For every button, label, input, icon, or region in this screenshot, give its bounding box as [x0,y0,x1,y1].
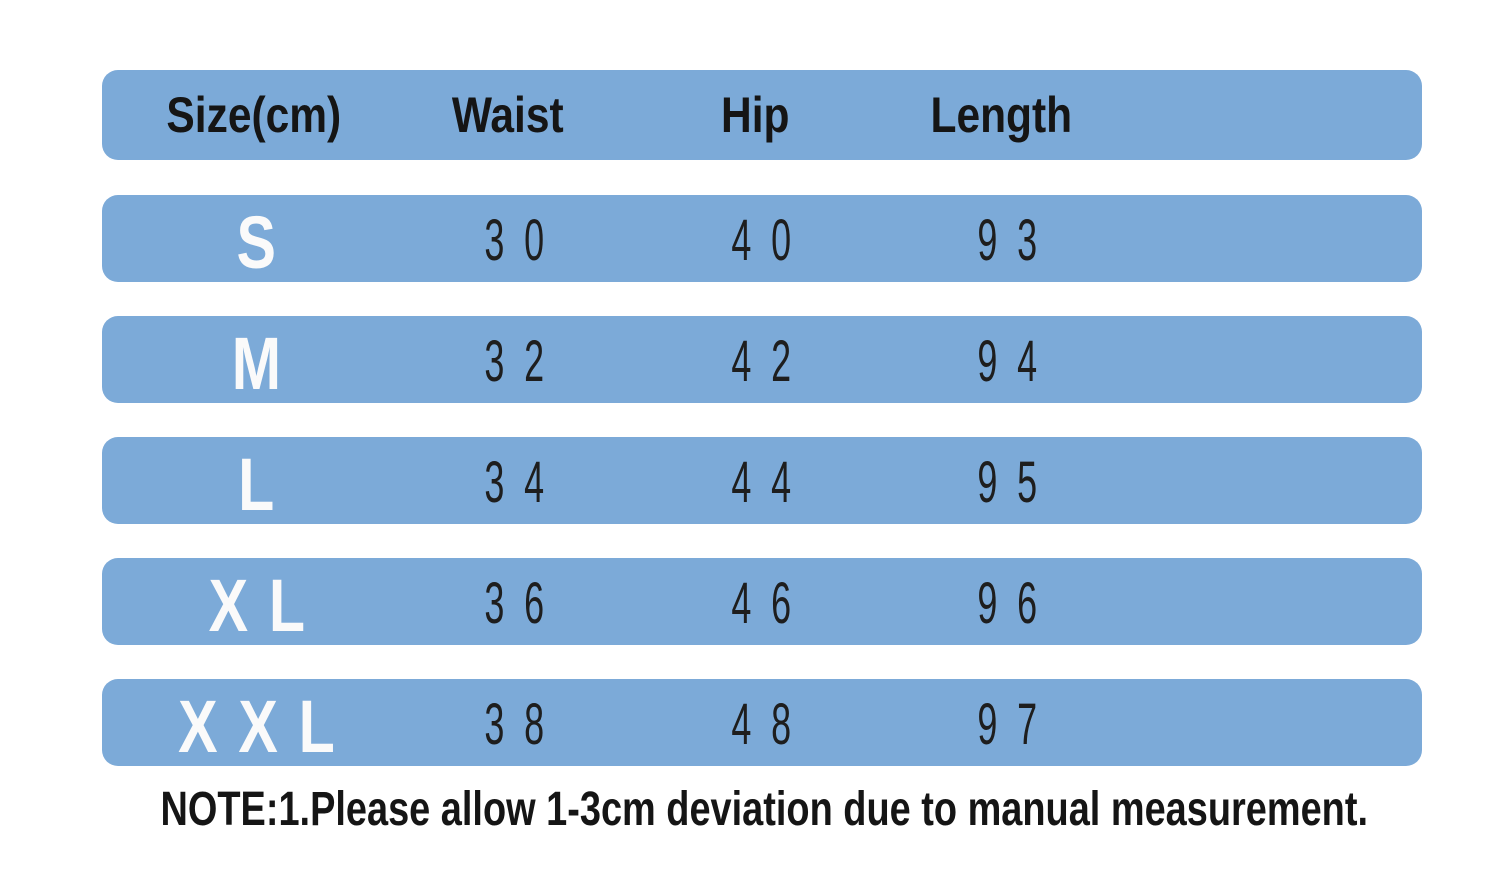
waist-value: 32 [484,329,564,394]
length-value: 93 [977,208,1057,273]
hip-value: 44 [731,450,811,515]
header-cell-hip: Hip [610,70,900,160]
size-cell: S [102,195,406,284]
size-label: S [236,201,298,284]
hip-cell: 44 [610,437,900,524]
length-cell: 97 [900,679,1102,766]
size-label: M [231,322,302,405]
length-value: 97 [977,692,1057,757]
size-cell: XXL [102,679,406,768]
size-chart-header-row: Size(cm) Waist Hip Length [102,70,1422,160]
header-hip-label: Hip [720,87,790,143]
header-length-label: Length [930,87,1072,143]
size-label: XL [208,564,326,647]
size-cell: XL [102,558,406,647]
header-waist-label: Waist [452,87,564,143]
table-row-l: L 34 44 95 [102,437,1422,526]
table-row-xxl: XXL 38 48 97 [102,679,1422,768]
length-cell: 94 [900,316,1102,403]
length-value: 94 [977,329,1057,394]
row-filler [1102,437,1422,524]
waist-cell: 36 [406,558,610,645]
row-filler [1102,558,1422,645]
table-row-xl: XL 36 46 96 [102,558,1422,647]
header-cell-waist: Waist [406,70,610,160]
size-label: L [238,443,296,526]
hip-value: 46 [731,571,811,636]
length-cell: 96 [900,558,1102,645]
header-cell-filler [1102,70,1422,160]
hip-value: 42 [731,329,811,394]
row-filler [1102,316,1422,403]
length-value: 96 [977,571,1057,636]
size-label: XXL [178,685,356,768]
hip-cell: 48 [610,679,900,766]
size-cell: M [102,316,406,405]
waist-value: 38 [484,692,564,757]
waist-cell: 34 [406,437,610,524]
row-filler [1102,195,1422,282]
header-cell-length: Length [900,70,1102,160]
hip-cell: 42 [610,316,900,403]
waist-value: 36 [484,571,564,636]
size-cell: L [102,437,406,526]
measurement-note-text: NOTE:1.Please allow 1-3cm deviation due … [160,783,1368,836]
hip-cell: 40 [610,195,900,282]
waist-cell: 38 [406,679,610,766]
length-cell: 95 [900,437,1102,524]
hip-value: 40 [731,208,811,273]
size-chart: Size(cm) Waist Hip Length S 30 40 93 M [102,70,1422,800]
hip-value: 48 [731,692,811,757]
header-size-label: Size(cm) [166,87,342,143]
waist-cell: 30 [406,195,610,282]
hip-cell: 46 [610,558,900,645]
measurement-note: NOTE:1.Please allow 1-3cm deviation due … [0,785,1500,846]
waist-cell: 32 [406,316,610,403]
table-row-m: M 32 42 94 [102,316,1422,405]
waist-value: 30 [484,208,564,273]
header-cell-size: Size(cm) [102,70,406,160]
waist-value: 34 [484,450,564,515]
table-row-s: S 30 40 93 [102,195,1422,284]
length-value: 95 [977,450,1057,515]
row-filler [1102,679,1422,766]
length-cell: 93 [900,195,1102,282]
